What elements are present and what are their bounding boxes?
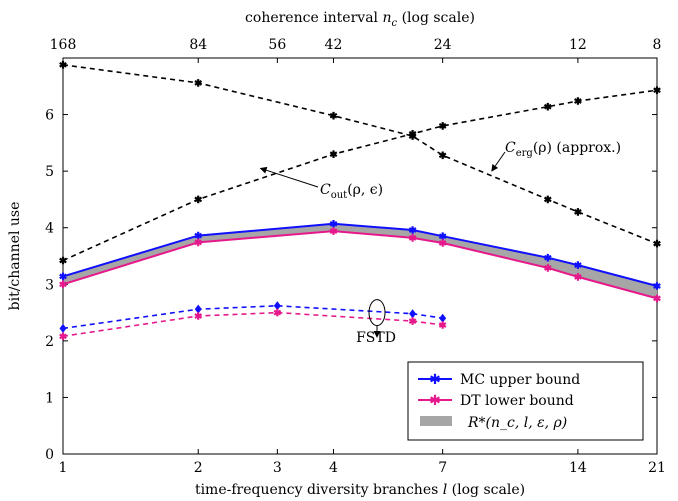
top-tick-label: 8: [653, 37, 662, 53]
data-point: [329, 227, 338, 235]
data-point: [194, 79, 203, 87]
achievable-rate-band: [63, 223, 657, 299]
data-point: [329, 150, 338, 158]
annotation-fstd-circle: [368, 299, 386, 327]
band-area: [63, 223, 657, 299]
annotation-cerg-arrow: [491, 151, 506, 172]
data-point: [194, 231, 203, 240]
top-tick-label: 24: [434, 37, 452, 53]
data-series: [59, 61, 661, 341]
series-dt-lower-bound-fstd: [59, 308, 447, 341]
y-tick-label: 5: [45, 164, 54, 180]
series-dt-lower-bound: [59, 227, 661, 303]
series-line: [62, 304, 443, 330]
top-tick-label: 56: [268, 37, 286, 53]
data-point: [59, 332, 67, 341]
legend-mc-label: MC upper bound: [460, 372, 580, 388]
data-point: [59, 280, 67, 289]
annotations: [259, 151, 506, 338]
series-c-out-rho-epsilon: [59, 86, 661, 265]
series-line: [62, 222, 658, 287]
data-point: [653, 294, 661, 303]
data-point: [438, 122, 447, 130]
top-tick-label: 42: [325, 37, 343, 53]
top-tick-label: 12: [569, 37, 587, 53]
data-point: [439, 313, 447, 323]
data-point: [273, 308, 282, 317]
top-tick-label: 168: [50, 37, 77, 53]
top-tick-label: 84: [189, 37, 207, 53]
x-tick-label: 1: [59, 460, 68, 476]
data-point: [329, 220, 338, 228]
x-axis-title: time-frequency diversity branches l (log…: [195, 482, 525, 498]
data-point: [194, 195, 203, 204]
annotation-cout-label: Cout(ρ, ϵ): [320, 182, 383, 201]
data-point: [408, 130, 417, 138]
data-point: [408, 226, 417, 234]
data-point: [574, 261, 582, 269]
y-tick-label: 4: [45, 221, 54, 237]
series-mc-upper-bound-fstd: [59, 301, 447, 333]
y-axis-title: bit/channel use: [7, 202, 23, 311]
data-point: [59, 323, 67, 333]
y-tick-label: 2: [45, 334, 54, 350]
data-point: [574, 273, 582, 281]
data-point: [438, 232, 447, 240]
annotation-cout-arrow: [259, 166, 319, 188]
x-tick-label: 3: [273, 460, 282, 476]
plot-frame: [62, 57, 658, 455]
data-point: [408, 317, 417, 325]
legend-band-swatch: [420, 416, 452, 426]
data-point: [574, 208, 582, 216]
data-point: [438, 239, 447, 247]
y-tick-label: 1: [45, 390, 54, 406]
series-mc-upper-bound: [59, 220, 661, 290]
series-line: [62, 230, 658, 300]
series-line: [62, 89, 658, 262]
data-point: [59, 272, 67, 281]
data-point: [409, 309, 417, 319]
series-line: [62, 311, 443, 338]
data-point: [543, 195, 552, 204]
data-point: [329, 111, 338, 120]
data-point: [438, 321, 447, 329]
x-tick-label: 2: [194, 460, 203, 476]
data-point: [543, 102, 552, 111]
data-point: [653, 282, 661, 290]
data-point: [59, 256, 67, 265]
legend-mc-marker: ✱: [429, 373, 441, 388]
data-point: [273, 301, 281, 311]
y-tick-label: 6: [45, 108, 54, 124]
legend-band-label: R*(n_c, l, ε, ρ): [467, 415, 567, 431]
data-point: [543, 253, 552, 262]
x-tick-label: 4: [329, 460, 338, 476]
data-point: [438, 151, 447, 160]
data-point: [194, 238, 203, 247]
y-tick-label: 0: [45, 447, 54, 463]
data-point: [574, 97, 582, 105]
legend: ✱ MC upper bound ✱ DT lower bound R*(n_c…: [407, 361, 644, 441]
x-tick-label: 7: [438, 460, 447, 476]
top-axis-title: coherence interval nc (log scale): [245, 10, 475, 29]
data-point: [408, 234, 417, 242]
legend-dt-label: DT lower bound: [460, 393, 574, 409]
data-point: [194, 312, 203, 320]
annotation-cerg-label: Cerg(ρ) (approx.): [505, 140, 621, 159]
x-tick-label: 14: [569, 460, 587, 476]
data-point: [194, 304, 202, 314]
data-point: [543, 264, 552, 272]
data-point: [59, 61, 67, 69]
x-tick-label: 21: [648, 460, 666, 476]
series-line: [62, 64, 658, 245]
y-tick-label: 3: [45, 277, 54, 293]
data-point: [653, 86, 661, 94]
annotation-fstd-label: FSTD: [356, 330, 396, 346]
legend-dt-marker: ✱: [429, 394, 441, 409]
data-point: [653, 239, 661, 248]
